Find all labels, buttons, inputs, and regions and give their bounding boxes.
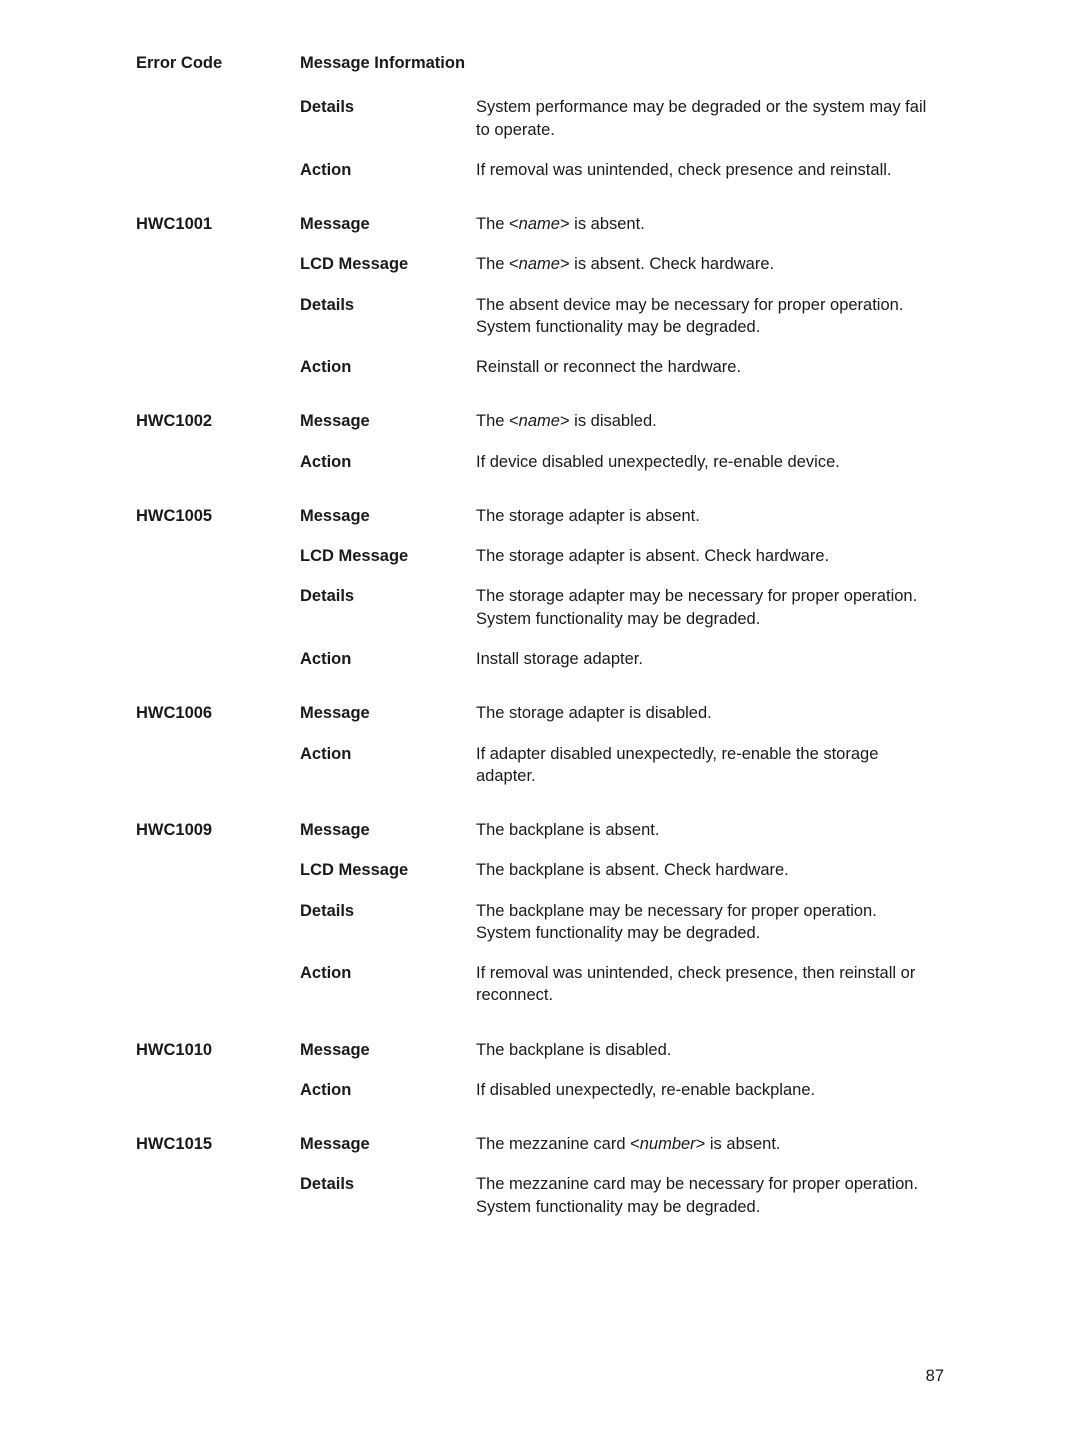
hwc1015-message-row: HWC1015 Message The mezzanine card <numb… xyxy=(136,1133,944,1155)
lcd-text: The backplane is absent. Check hardware. xyxy=(476,859,944,881)
lcd-label: LCD Message xyxy=(300,859,476,881)
header-error-code: Error Code xyxy=(136,52,300,74)
msg-post: > is disabled. xyxy=(560,412,657,430)
hwc1010-action-row: Action If disabled unexpectedly, re-enab… xyxy=(136,1079,944,1101)
lcd-label: LCD Message xyxy=(300,253,476,275)
hwc1009-action-row: Action If removal was unintended, check … xyxy=(136,962,944,1007)
header-message-info: Message Information xyxy=(300,52,476,74)
msg-post: > is absent. xyxy=(696,1135,781,1153)
error-code: HWC1002 xyxy=(136,410,300,432)
page-number: 87 xyxy=(926,1367,944,1386)
lcd-name: name xyxy=(519,255,560,273)
error-code: HWC1005 xyxy=(136,505,300,527)
message-text: The backplane is disabled. xyxy=(476,1039,944,1061)
lcd-text: The <name> is absent. Check hardware. xyxy=(476,253,944,275)
msg-post: > is absent. xyxy=(560,215,645,233)
action-label: Action xyxy=(300,451,476,473)
hwc1015-details-row: Details The mezzanine card may be necess… xyxy=(136,1173,944,1218)
msg-name: name xyxy=(519,215,560,233)
message-label: Message xyxy=(300,410,476,432)
msg-pre: The < xyxy=(476,215,519,233)
hwc1005-lcd-row: LCD Message The storage adapter is absen… xyxy=(136,545,944,567)
details-label: Details xyxy=(300,96,476,118)
table-header-row: Error Code Message Information xyxy=(136,52,944,74)
message-text: The mezzanine card <number> is absent. xyxy=(476,1133,944,1155)
hwc1005-message-row: HWC1005 Message The storage adapter is a… xyxy=(136,505,944,527)
details-text: The mezzanine card may be necessary for … xyxy=(476,1173,944,1218)
details-label: Details xyxy=(300,294,476,316)
hwc1002-message-row: HWC1002 Message The <name> is disabled. xyxy=(136,410,944,432)
details-label: Details xyxy=(300,1173,476,1195)
details-label: Details xyxy=(300,900,476,922)
details-label: Details xyxy=(300,585,476,607)
action-label: Action xyxy=(300,1079,476,1101)
message-label: Message xyxy=(300,213,476,235)
hwc1010-message-row: HWC1010 Message The backplane is disable… xyxy=(136,1039,944,1061)
pre-action-row: Action If removal was unintended, check … xyxy=(136,159,944,181)
message-text: The <name> is disabled. xyxy=(476,410,944,432)
action-label: Action xyxy=(300,743,476,765)
action-text: If disabled unexpectedly, re-enable back… xyxy=(476,1079,944,1101)
message-label: Message xyxy=(300,702,476,724)
error-code: HWC1015 xyxy=(136,1133,300,1155)
lcd-pre: The < xyxy=(476,255,519,273)
hwc1002-action-row: Action If device disabled unexpectedly, … xyxy=(136,451,944,473)
action-text: Reinstall or reconnect the hardware. xyxy=(476,356,944,378)
action-label: Action xyxy=(300,159,476,181)
msg-pre: The < xyxy=(476,412,519,430)
error-code: HWC1009 xyxy=(136,819,300,841)
hwc1001-details-row: Details The absent device may be necessa… xyxy=(136,294,944,339)
hwc1001-action-row: Action Reinstall or reconnect the hardwa… xyxy=(136,356,944,378)
error-code: HWC1006 xyxy=(136,702,300,724)
hwc1001-message-row: HWC1001 Message The <name> is absent. xyxy=(136,213,944,235)
message-label: Message xyxy=(300,505,476,527)
msg-name: name xyxy=(519,412,560,430)
action-label: Action xyxy=(300,648,476,670)
hwc1009-lcd-row: LCD Message The backplane is absent. Che… xyxy=(136,859,944,881)
error-code: HWC1010 xyxy=(136,1039,300,1061)
details-text: The backplane may be necessary for prope… xyxy=(476,900,944,945)
message-label: Message xyxy=(300,1133,476,1155)
action-text: Install storage adapter. xyxy=(476,648,944,670)
hwc1005-action-row: Action Install storage adapter. xyxy=(136,648,944,670)
message-text: The <name> is absent. xyxy=(476,213,944,235)
hwc1009-details-row: Details The backplane may be necessary f… xyxy=(136,900,944,945)
message-text: The backplane is absent. xyxy=(476,819,944,841)
details-text: The storage adapter may be necessary for… xyxy=(476,585,944,630)
message-label: Message xyxy=(300,1039,476,1061)
hwc1009-message-row: HWC1009 Message The backplane is absent. xyxy=(136,819,944,841)
message-text: The storage adapter is disabled. xyxy=(476,702,944,724)
action-text: If removal was unintended, check presenc… xyxy=(476,962,944,1007)
action-text: If removal was unintended, check presenc… xyxy=(476,159,944,181)
message-label: Message xyxy=(300,819,476,841)
msg-pre: The mezzanine card < xyxy=(476,1135,640,1153)
error-code: HWC1001 xyxy=(136,213,300,235)
hwc1005-details-row: Details The storage adapter may be neces… xyxy=(136,585,944,630)
action-text: If device disabled unexpectedly, re-enab… xyxy=(476,451,944,473)
action-text: If adapter disabled unexpectedly, re-ena… xyxy=(476,743,944,788)
details-text: The absent device may be necessary for p… xyxy=(476,294,944,339)
pre-details-row: Details System performance may be degrad… xyxy=(136,96,944,141)
lcd-text: The storage adapter is absent. Check har… xyxy=(476,545,944,567)
action-label: Action xyxy=(300,356,476,378)
hwc1006-action-row: Action If adapter disabled unexpectedly,… xyxy=(136,743,944,788)
hwc1001-lcd-row: LCD Message The <name> is absent. Check … xyxy=(136,253,944,275)
details-text: System performance may be degraded or th… xyxy=(476,96,944,141)
hwc1006-message-row: HWC1006 Message The storage adapter is d… xyxy=(136,702,944,724)
msg-num: number xyxy=(640,1135,696,1153)
action-label: Action xyxy=(300,962,476,984)
lcd-post: > is absent. Check hardware. xyxy=(560,255,774,273)
message-text: The storage adapter is absent. xyxy=(476,505,944,527)
lcd-label: LCD Message xyxy=(300,545,476,567)
